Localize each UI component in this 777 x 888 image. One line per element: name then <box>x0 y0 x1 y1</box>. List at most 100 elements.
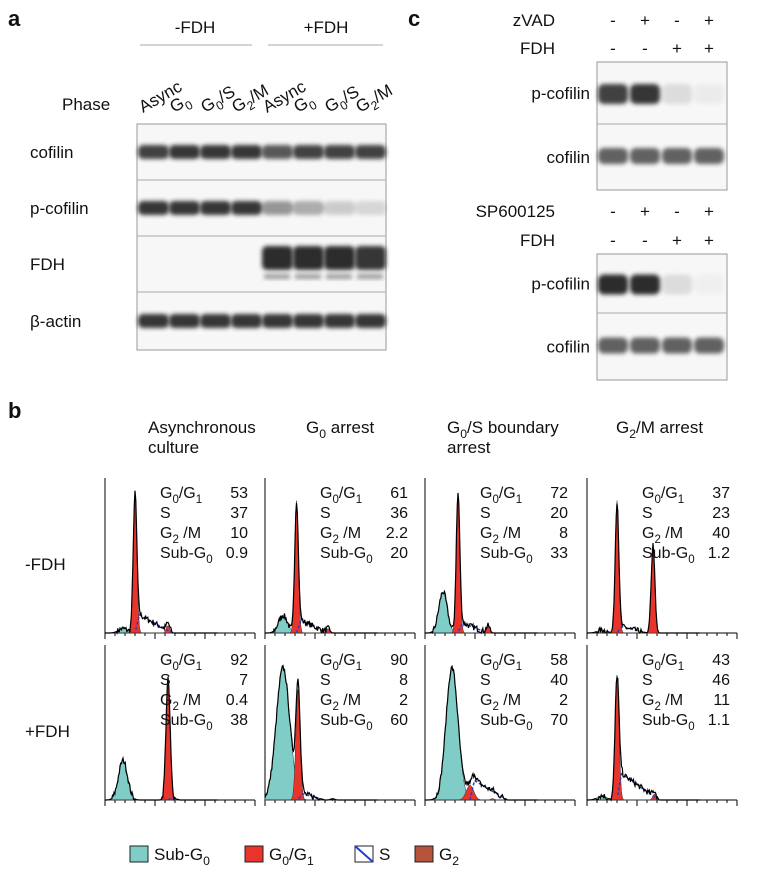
stat-label: G0/G1 <box>160 485 202 506</box>
band <box>231 314 262 328</box>
sign: - <box>642 231 648 250</box>
band <box>694 275 724 295</box>
band <box>355 201 386 215</box>
band <box>662 84 692 104</box>
column-title: Asynchronous <box>148 418 256 437</box>
stat-value: 58 <box>550 652 568 669</box>
sub-g0-area <box>425 591 538 634</box>
legend-swatch <box>414 845 434 863</box>
stat-label: S <box>642 672 653 689</box>
band <box>293 201 324 215</box>
column-title: G0 arrest <box>306 418 375 441</box>
stat-label: G0/G1 <box>320 652 362 673</box>
sign: - <box>642 39 648 58</box>
stat-label: S <box>480 505 491 522</box>
hist-outline <box>425 664 538 801</box>
stat-label: S <box>480 672 491 689</box>
blot-frame <box>136 123 387 351</box>
band <box>598 274 628 295</box>
band <box>231 145 262 159</box>
band <box>324 145 355 159</box>
stat-label: G2 /M <box>160 525 201 546</box>
sign: + <box>704 11 714 30</box>
row-label: cofilin <box>547 148 590 167</box>
row-label: p-cofilin <box>531 275 590 294</box>
stat-value: 8 <box>559 525 568 542</box>
band <box>598 84 628 104</box>
band <box>324 201 355 215</box>
stat-value: 72 <box>550 485 568 502</box>
band <box>138 145 169 159</box>
phase-label: Phase <box>62 95 110 114</box>
stat-value: 2 <box>559 692 568 709</box>
band <box>357 274 383 279</box>
stat-label: Sub-G0 <box>320 545 373 566</box>
stat-label: G2 /M <box>642 525 683 546</box>
row-label: p-cofilin <box>531 84 590 103</box>
band <box>262 201 293 215</box>
band <box>264 274 290 279</box>
stat-value: 33 <box>550 545 568 562</box>
legend-label: Sub-G0 <box>154 845 210 868</box>
stat-value: 1.2 <box>708 545 730 562</box>
stat-label: G2 /M <box>642 692 683 713</box>
stat-value: 92 <box>230 652 248 669</box>
stat-label: Sub-G0 <box>480 712 533 733</box>
panel-label: a <box>8 6 21 31</box>
stat-value: 60 <box>390 712 408 729</box>
band <box>662 337 692 354</box>
sign: + <box>672 39 682 58</box>
stat-label: Sub-G0 <box>480 545 533 566</box>
stat-value: 43 <box>712 652 730 669</box>
hist-outline <box>587 675 700 802</box>
band <box>326 274 352 279</box>
stat-value: 23 <box>712 505 730 522</box>
stat-value: 10 <box>230 525 248 542</box>
band <box>231 201 262 215</box>
stat-value: 90 <box>390 652 408 669</box>
stat-value: 37 <box>712 485 730 502</box>
legend-label: G0/G1 <box>269 845 314 868</box>
hist-outline <box>425 492 538 634</box>
stat-value: 46 <box>712 672 730 689</box>
stat-label: S <box>320 672 331 689</box>
sign: - <box>610 11 616 30</box>
stat-label: Sub-G0 <box>160 545 213 566</box>
band <box>694 337 724 354</box>
blot-frame <box>596 61 728 191</box>
stat-value: 0.9 <box>226 545 248 562</box>
legend-swatch <box>244 845 264 863</box>
stat-value: 1.1 <box>708 712 730 729</box>
row-label: cofilin <box>30 143 73 162</box>
sign: + <box>704 202 714 221</box>
stat-value: 40 <box>550 672 568 689</box>
group-label: +FDH <box>304 18 349 37</box>
sign: - <box>610 202 616 221</box>
row-label: β-actin <box>30 312 81 331</box>
band <box>138 314 169 328</box>
group-label: -FDH <box>175 18 216 37</box>
stat-label: G0/G1 <box>320 485 362 506</box>
sub-g0-area <box>105 759 218 801</box>
stat-value: 61 <box>390 485 408 502</box>
stat-value: 20 <box>550 505 568 522</box>
hist-outline <box>105 676 218 802</box>
stat-label: G0/G1 <box>480 652 522 673</box>
sign: - <box>610 39 616 58</box>
stat-label: S <box>320 505 331 522</box>
band <box>262 145 293 159</box>
band <box>662 148 692 164</box>
band <box>293 246 324 270</box>
band <box>200 314 231 328</box>
stat-value: 2.2 <box>386 525 408 542</box>
row-label: p-cofilin <box>30 199 89 218</box>
stat-value: 36 <box>390 505 408 522</box>
column-title: arrest <box>447 438 491 457</box>
sign: - <box>674 11 680 30</box>
stat-label: G0/G1 <box>642 652 684 673</box>
band <box>630 337 660 354</box>
treatment-label: zVAD <box>513 11 555 30</box>
band <box>694 148 724 164</box>
band <box>200 145 231 159</box>
band <box>200 201 231 215</box>
